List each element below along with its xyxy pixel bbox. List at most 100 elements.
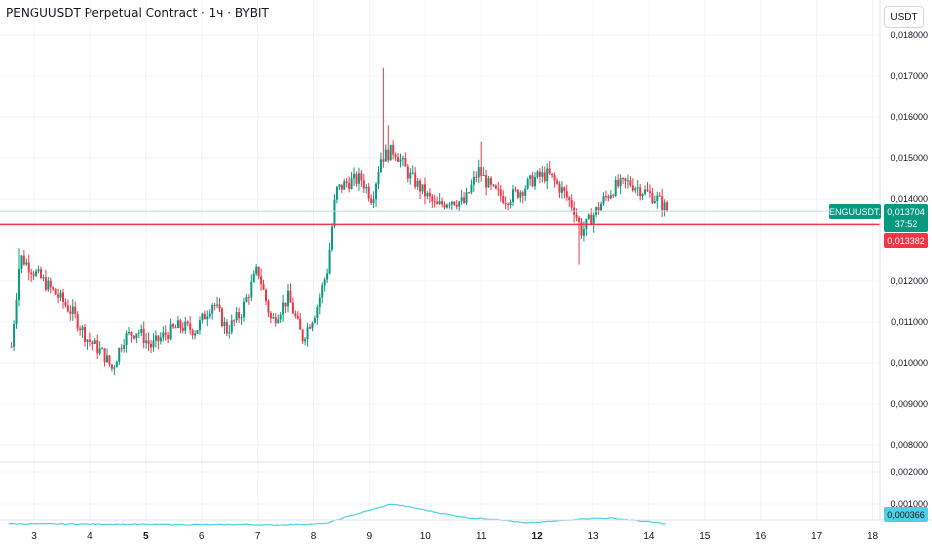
candle <box>365 184 368 194</box>
candle-body <box>198 320 201 331</box>
candle-body <box>101 348 104 350</box>
last-price-badge: 0,013704 37:52 <box>884 204 928 232</box>
candle <box>216 296 219 309</box>
candle <box>538 168 541 184</box>
candle-body <box>543 172 546 182</box>
candle-body <box>414 172 417 187</box>
candle <box>137 329 140 339</box>
candle <box>507 202 510 211</box>
candle-body <box>282 302 285 315</box>
candle <box>622 177 625 185</box>
candle <box>282 294 285 322</box>
candle <box>502 190 505 205</box>
time-tick-label: 7 <box>255 531 261 542</box>
candle <box>211 303 214 320</box>
candle-body <box>108 355 111 365</box>
candle-body <box>340 184 343 190</box>
candle-body <box>524 188 527 196</box>
candle <box>98 341 101 356</box>
candle <box>416 178 419 191</box>
candle <box>529 174 532 186</box>
candle-body <box>531 175 534 187</box>
candle-body <box>37 269 40 272</box>
indicator-tick-label: 0,002000 <box>890 467 928 477</box>
time-tick-label: 6 <box>199 531 205 542</box>
candle <box>629 176 632 188</box>
candle <box>277 314 280 324</box>
candle <box>157 334 160 350</box>
candle <box>568 195 571 207</box>
candle-body <box>66 305 69 312</box>
candle-body <box>164 332 167 335</box>
candle-body <box>362 180 365 189</box>
candle <box>470 179 473 195</box>
candle-body <box>323 279 326 286</box>
candle-body <box>357 173 360 184</box>
candle-body <box>269 312 272 319</box>
candle <box>519 190 522 203</box>
candle-body <box>262 284 265 290</box>
candle-body <box>335 186 338 200</box>
time-axis[interactable]: 3 4 5 6 7 8 9 10 11 12 13 14 15 16 17 18 <box>31 531 878 542</box>
candle <box>323 277 326 292</box>
candle-body <box>350 178 353 189</box>
candle <box>101 346 104 350</box>
price-tick-label: 0,016000 <box>890 112 928 122</box>
candle-body <box>218 304 221 309</box>
candle <box>264 288 267 306</box>
candle-body <box>264 289 267 302</box>
candle-body <box>666 202 669 211</box>
candle-body <box>309 327 312 329</box>
candle <box>167 331 170 343</box>
candle-body <box>507 203 510 206</box>
candle-body <box>291 302 294 314</box>
candle <box>13 320 16 351</box>
candle-body <box>172 324 175 328</box>
candle-body <box>509 202 512 206</box>
candle-body <box>17 268 20 301</box>
candle <box>213 303 216 311</box>
candle-body <box>629 180 632 186</box>
candle-body <box>602 196 605 204</box>
candle-body <box>614 179 617 196</box>
candle-body <box>252 273 255 282</box>
candle-body <box>465 192 468 203</box>
candle-body <box>529 175 532 179</box>
candle-body <box>360 173 363 181</box>
candle <box>30 268 33 282</box>
candle <box>42 274 45 281</box>
candle <box>653 195 656 204</box>
candle <box>37 265 40 274</box>
candle-body <box>189 323 192 330</box>
candle <box>441 197 444 208</box>
candle <box>93 338 96 345</box>
candle <box>252 270 255 283</box>
candle-body <box>211 304 214 314</box>
candle-body <box>228 332 231 334</box>
candle <box>22 250 25 266</box>
candle-body <box>328 249 331 274</box>
candle-body <box>15 300 18 324</box>
price-axis[interactable]: 0,018000 0,017000 0,016000 0,015000 0,014000… <box>890 30 928 450</box>
candle-body <box>88 339 91 342</box>
candle-body <box>641 194 644 197</box>
currency-button[interactable]: USDT <box>884 6 924 28</box>
candle-body <box>135 333 138 339</box>
candle <box>35 268 38 278</box>
candle <box>220 306 223 328</box>
indicator-tick-label: 0,001000 <box>890 499 928 509</box>
candle-body <box>142 328 145 344</box>
candle-body <box>201 313 204 321</box>
time-tick-label: 15 <box>699 531 711 542</box>
time-tick-label: 8 <box>311 531 317 542</box>
candle-body <box>384 149 387 162</box>
countdown-label: 37:52 <box>895 219 918 229</box>
candle-body <box>426 192 429 197</box>
symbol-tag: PENGUUSDT.P <box>823 204 887 219</box>
candle <box>96 334 99 359</box>
candle <box>648 184 651 198</box>
indicator-axis[interactable]: 0,002000 0,001000 <box>890 467 928 509</box>
candle <box>661 188 664 218</box>
candle <box>162 326 165 342</box>
